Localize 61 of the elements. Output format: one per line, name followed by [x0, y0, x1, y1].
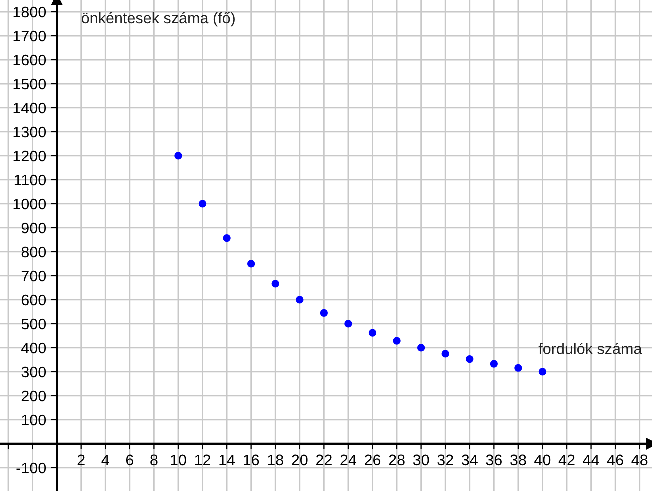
y-tick-label: 600	[22, 294, 46, 306]
y-axis-title: önkéntesek száma (fő)	[82, 12, 235, 27]
point	[393, 337, 401, 345]
x-tick-label: 2	[78, 454, 85, 466]
y-tick-label: 1100	[14, 174, 46, 186]
y-tick-label: 800	[22, 246, 46, 258]
y-tick-label: 200	[22, 390, 46, 402]
x-tick-label: 4	[102, 454, 110, 466]
point	[368, 329, 377, 337]
y-tick-label: 1500	[14, 78, 46, 90]
x-axis-title: fordulók száma	[538, 342, 642, 354]
point	[538, 368, 547, 376]
x-tick-label: 6	[126, 454, 134, 466]
y-tick-label: 300	[22, 366, 46, 378]
point	[296, 296, 304, 304]
x-tick-label: 28	[389, 454, 405, 466]
point	[174, 152, 182, 160]
x-tick-label: 26	[365, 454, 381, 466]
y-tick-label: 1600	[14, 54, 46, 66]
x-tick-label: 36	[486, 454, 502, 466]
y-tick-label: 1800	[14, 6, 46, 18]
y-tick-label: 1000	[14, 198, 46, 210]
point	[466, 355, 474, 364]
x-tick-label: 14	[220, 454, 236, 466]
x-tick-label: 24	[340, 454, 357, 466]
point	[223, 234, 231, 242]
y-tick-label: 1200	[14, 150, 46, 162]
y-tick-label: 500	[22, 318, 46, 330]
x-tick-label: 38	[510, 454, 526, 466]
y-tick-label: -100	[16, 462, 46, 474]
point	[344, 320, 352, 328]
x-tick-label: 10	[171, 454, 186, 466]
point	[514, 364, 522, 372]
x-tick-label: 12	[195, 454, 210, 466]
x-tick-label: 40	[534, 454, 551, 466]
point	[442, 350, 450, 358]
x-tick-label: 8	[150, 454, 158, 466]
x-tick-label: 30	[413, 454, 430, 466]
point	[490, 360, 498, 368]
y-tick-label: 1700	[14, 30, 46, 42]
x-tick-label: 42	[558, 454, 575, 466]
x-tick-label: 18	[268, 454, 284, 466]
x-tick-label: 16	[244, 454, 260, 466]
point	[320, 309, 328, 317]
x-tick-label: 22	[316, 454, 332, 466]
y-tick-label: 700	[22, 270, 46, 282]
x-tick-label: 48	[632, 454, 648, 466]
point	[248, 260, 256, 268]
y-tick-label: 1300	[14, 126, 46, 138]
point	[272, 280, 280, 288]
point	[198, 200, 207, 208]
y-tick-label: 900	[22, 222, 46, 234]
y-tick-label: 1400	[14, 102, 46, 114]
x-tick-label: 44	[583, 454, 600, 466]
y-tick-label: 100	[22, 414, 46, 426]
x-tick-label: 34	[462, 454, 478, 466]
point	[418, 344, 426, 352]
x-tick-label: 32	[438, 454, 454, 466]
y-tick-label: 400	[22, 342, 46, 354]
x-tick-label: 20	[292, 454, 308, 466]
x-tick-label: 46	[607, 454, 624, 466]
